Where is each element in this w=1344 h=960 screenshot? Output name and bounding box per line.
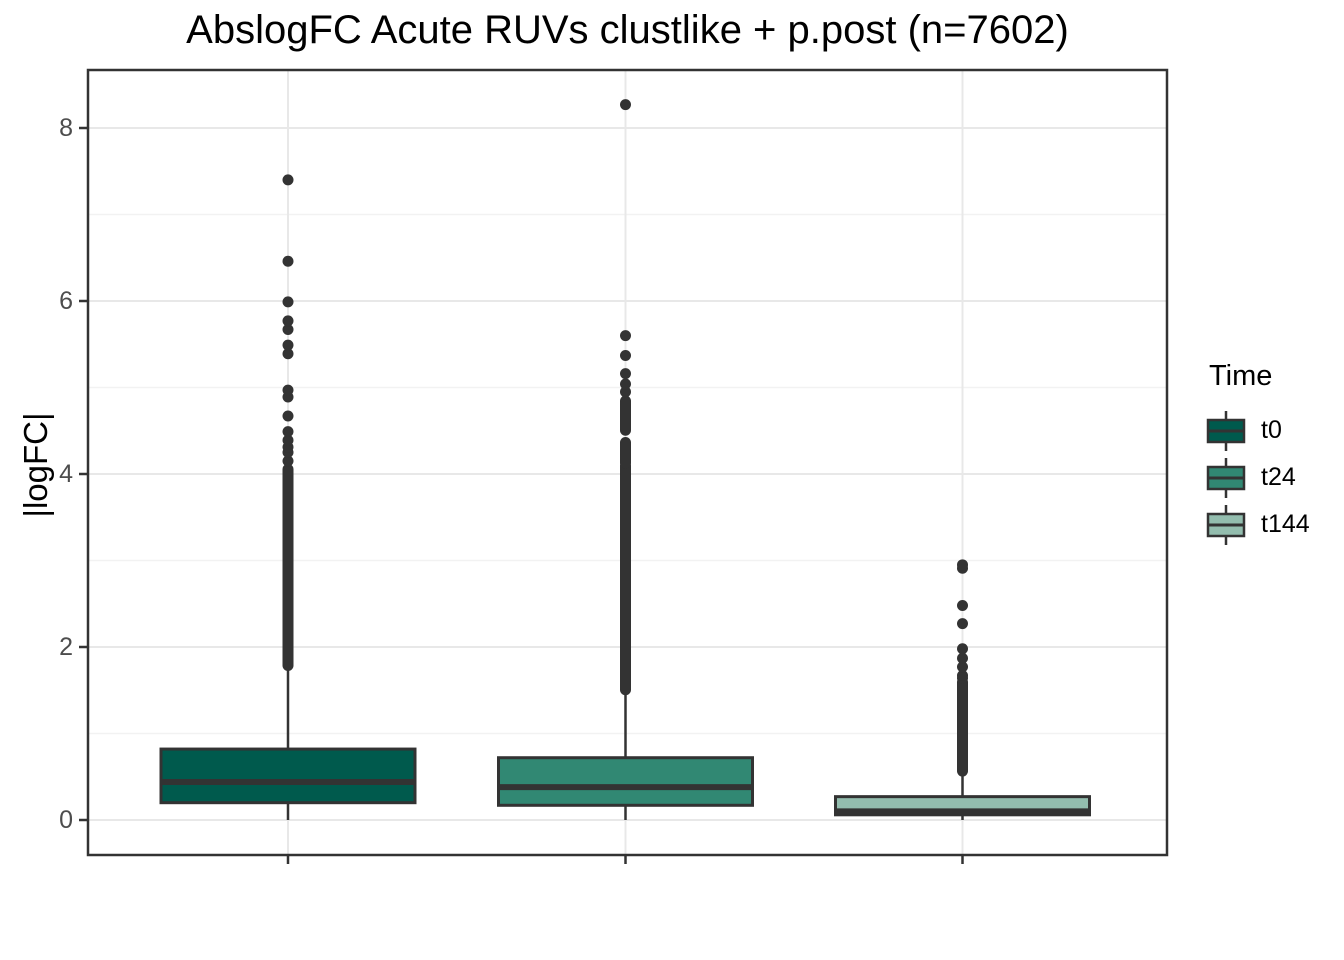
legend-item-t144: t144 xyxy=(1203,501,1310,548)
outlier-point xyxy=(282,348,294,360)
legend-item-t0: t0 xyxy=(1203,407,1310,454)
y-tick-label: 2 xyxy=(59,632,73,661)
outlier-point xyxy=(282,455,294,467)
outlier-point xyxy=(620,386,631,398)
plot-title: AbslogFC Acute RUVs clustlike + p.post (… xyxy=(186,8,1069,52)
outlier-column xyxy=(620,460,631,696)
legend-label: t144 xyxy=(1261,510,1310,538)
outlier-column xyxy=(620,395,631,436)
outlier-point xyxy=(620,349,631,361)
outlier-point xyxy=(282,384,294,396)
y-tick-label: 0 xyxy=(59,805,73,834)
legend-title: Time xyxy=(1209,360,1273,392)
outlier-point xyxy=(957,599,968,611)
outlier-point xyxy=(282,174,294,186)
outlier-point xyxy=(620,99,631,111)
outlier-point xyxy=(282,426,294,438)
legend: Time t0 t24 xyxy=(1203,360,1310,548)
y-tick-label: 6 xyxy=(59,286,73,315)
outlier-point xyxy=(282,410,294,422)
outlier-column xyxy=(282,463,294,672)
boxplot-key-icon xyxy=(1206,504,1246,545)
outlier-point xyxy=(282,434,294,446)
outlier-column xyxy=(957,676,968,777)
outlier-point xyxy=(957,643,968,655)
box-t24 xyxy=(497,756,754,807)
y-tick-label: 8 xyxy=(59,113,73,142)
outlier-point xyxy=(282,296,294,308)
outlier-point xyxy=(620,330,631,342)
box-t0 xyxy=(159,747,417,805)
outlier-point xyxy=(282,339,294,351)
outlier-point xyxy=(957,559,968,571)
outlier-point xyxy=(620,378,631,390)
outlier-point xyxy=(957,670,968,682)
outlier-point xyxy=(282,315,294,327)
outlier-point xyxy=(282,255,294,267)
legend-item-t24: t24 xyxy=(1203,454,1310,501)
boxplot-key-icon xyxy=(1206,410,1246,451)
outlier-point xyxy=(957,652,968,664)
outlier-point xyxy=(620,368,631,380)
outlier-point xyxy=(282,324,294,336)
y-tick-label: 4 xyxy=(59,459,73,488)
panel-border xyxy=(86,68,1169,857)
outlier-column xyxy=(620,436,631,469)
legend-label: t0 xyxy=(1261,416,1282,444)
boxplot-key-icon xyxy=(1206,457,1246,498)
outlier-point xyxy=(957,661,968,673)
outlier-point xyxy=(957,618,968,630)
legend-label: t24 xyxy=(1261,463,1296,491)
